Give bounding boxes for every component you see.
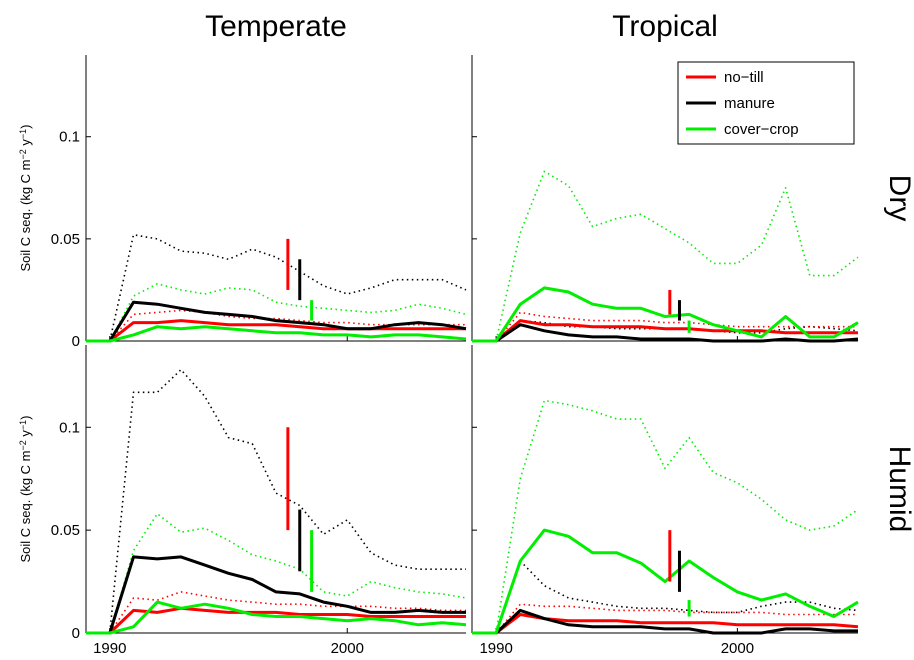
dotted-line (472, 603, 858, 634)
dotted-line (472, 311, 858, 342)
series-line (86, 325, 467, 343)
series-line (472, 319, 858, 343)
y-tick-label: 0.1 (59, 129, 80, 146)
y-axis-label-part: −2 (18, 440, 28, 450)
column-title: Temperate (205, 10, 347, 43)
y-tick-label: 0 (72, 625, 80, 642)
y-axis-label-part: −1 (18, 420, 28, 430)
series-line (472, 286, 859, 343)
y-axis-label: Soil C seq. (kg C m−2 y−1) (18, 416, 33, 563)
series-line (86, 319, 466, 343)
dotted-line (86, 309, 466, 342)
series-line (472, 608, 858, 635)
y-axis-label-part: ) (18, 125, 33, 129)
series-line (86, 600, 467, 635)
y-axis-label-part: −2 (18, 149, 28, 159)
y-tick-label: 0.05 (51, 231, 80, 248)
y-axis-label-part: ) (18, 416, 33, 420)
dotted-line (86, 591, 466, 634)
dotted-line (86, 283, 467, 342)
x-tick-label: 2000 (721, 640, 754, 657)
legend-label: cover−crop (724, 121, 799, 138)
y-tick-label: 0 (72, 333, 80, 350)
series-line (86, 300, 467, 343)
series-line (86, 555, 466, 635)
row-label: Humid (883, 446, 914, 533)
y-axis-label-part: y (18, 139, 33, 150)
column-title: Tropical (612, 10, 718, 43)
x-tick-label: 1990 (479, 640, 512, 657)
series-line (472, 323, 859, 343)
y-tick-label: 0.05 (51, 522, 80, 539)
dotted-line (472, 170, 859, 342)
series-line (472, 528, 859, 635)
y-axis-label-part: y (18, 430, 33, 441)
legend-label: no−till (724, 69, 764, 86)
dotted-line (472, 399, 859, 634)
x-tick-label: 2000 (331, 640, 364, 657)
x-tick-label: 1990 (93, 640, 126, 657)
legend-label: manure (724, 95, 775, 112)
row-label: Dry (883, 175, 914, 222)
dotted-line (86, 234, 467, 342)
y-axis-label-part: Soil C seq. (kg C m (18, 160, 33, 272)
y-axis-label-part: Soil C seq. (kg C m (18, 451, 33, 563)
y-tick-label: 0.1 (59, 419, 80, 436)
dotted-line (86, 368, 466, 634)
y-axis-label: Soil C seq. (kg C m−2 y−1) (18, 125, 33, 272)
y-axis-label-part: −1 (18, 129, 28, 139)
